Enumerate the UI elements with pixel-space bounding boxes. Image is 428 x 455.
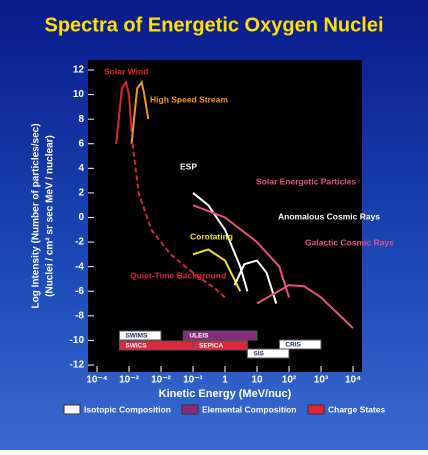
x-tick-label: 10² — [282, 375, 297, 386]
instrument-range — [118, 330, 162, 341]
x-tick-label: 10⁻⁴ — [86, 375, 107, 386]
series-label: Solar Wind — [104, 66, 148, 76]
y-tick-label: 2 — [78, 188, 84, 199]
legend-label: Elemental Composition — [202, 404, 296, 414]
x-tick-label: 10 — [251, 375, 263, 386]
legend-label: Charge States — [328, 404, 385, 414]
y-tick-label: -10 — [70, 335, 85, 346]
instrument-range — [192, 340, 248, 351]
y-axis-label: (Nuclei / cm² sr sec MeV / nuclear) — [45, 135, 56, 297]
x-axis-label: Kinetic Energy (MeV/nuc) — [159, 388, 292, 400]
y-tick-label: 10 — [73, 89, 85, 100]
y-tick-label: 0 — [78, 212, 84, 223]
y-tick-label: 6 — [78, 138, 84, 149]
y-tick-label: -2 — [75, 237, 84, 248]
y-tick-label: 8 — [78, 114, 84, 125]
spectrum-line — [192, 248, 242, 292]
y-tick-label: -8 — [75, 310, 84, 321]
y-tick-label: -4 — [75, 261, 84, 272]
series-label: ESP — [180, 161, 197, 171]
instrument-label: ULEIS — [189, 333, 209, 340]
spectrum-line — [130, 79, 150, 144]
instrument-label: CRIS — [285, 342, 301, 349]
x-tick-label: 10⁻³ — [119, 375, 139, 386]
instrument-range — [182, 330, 258, 341]
x-tick-label: 10³ — [314, 375, 329, 386]
instrument-range — [246, 348, 290, 359]
spectrum-line — [115, 79, 133, 144]
y-axis-label: Log Intensity (Number of particles/sec) — [31, 123, 42, 308]
instrument-label: SEPICA — [199, 343, 224, 350]
instrument-label: SIS — [253, 351, 264, 358]
spectrum-line — [256, 284, 354, 329]
instrument-label: SWICS — [125, 343, 147, 350]
y-tick-label: -12 — [70, 360, 85, 371]
x-tick-label: 10⁴ — [345, 375, 361, 386]
x-tick-label: 10⁻² — [151, 375, 171, 386]
series-label: High Speed Stream — [150, 94, 228, 104]
series-label: Solar Energetic Particles — [256, 176, 356, 186]
plot-area — [88, 60, 362, 372]
y-tick-label: 12 — [73, 65, 85, 76]
legend-swatch — [307, 404, 325, 415]
series-label: Quiet-Time Background — [130, 270, 226, 280]
legend-swatch — [181, 404, 199, 415]
instrument-range — [278, 339, 322, 350]
instrument-label: SWIMS — [125, 333, 148, 340]
series-label: Anomalous Cosmic Rays — [278, 211, 380, 221]
series-label: Corotating — [190, 231, 233, 241]
spectrum-line — [233, 259, 278, 304]
y-tick-label: -6 — [75, 286, 84, 297]
legend-label: Isotopic Composition — [84, 404, 171, 414]
spectrum-line — [192, 192, 249, 292]
spectrum-line — [192, 204, 290, 298]
legend-swatch — [63, 404, 81, 415]
x-tick-label: 10⁻¹ — [183, 375, 203, 386]
spectrum-line — [131, 143, 226, 299]
series-label: Galactic Cosmic Rays — [305, 237, 394, 247]
y-tick-label: 4 — [78, 163, 84, 174]
x-tick-label: 1 — [222, 375, 228, 386]
chart-title: Spectra of Energetic Oxygen Nuclei — [45, 14, 384, 36]
